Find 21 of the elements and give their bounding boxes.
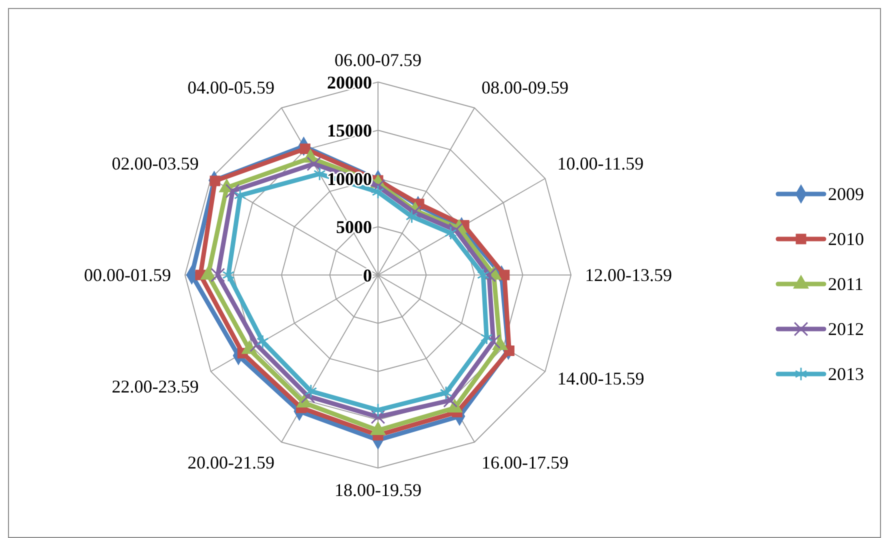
spoke-label: 04.00-05.59 — [188, 78, 274, 98]
spoke-label: 22.00-23.59 — [112, 376, 199, 396]
spoke-label: 12.00-13.59 — [585, 265, 672, 285]
spoke-label: 06.00-07.59 — [334, 50, 422, 70]
spoke-label: 20.00-21.59 — [188, 452, 274, 472]
legend-label: 2012 — [828, 319, 864, 339]
legend-label: 2009 — [828, 184, 864, 204]
spoke-label: 10.00-11.59 — [557, 154, 644, 174]
legend-label: 2011 — [828, 274, 864, 294]
legend-label: 2010 — [828, 229, 864, 249]
spoke-label: 08.00-09.59 — [482, 78, 568, 98]
y-tick-label: 20000 — [327, 72, 372, 92]
y-tick-label: 5000 — [336, 217, 372, 238]
spoke-label: 18.00-19.59 — [334, 480, 422, 500]
y-tick-label: 15000 — [327, 120, 372, 141]
y-tick-label: 0 — [363, 265, 372, 286]
spoke-label: 14.00-15.59 — [557, 368, 644, 388]
spoke-label: 02.00-03.59 — [112, 154, 199, 174]
legend-label: 2013 — [828, 364, 864, 384]
spoke-label: 00.00-01.59 — [84, 265, 171, 285]
spoke-label: 16.00-17.59 — [482, 452, 568, 472]
